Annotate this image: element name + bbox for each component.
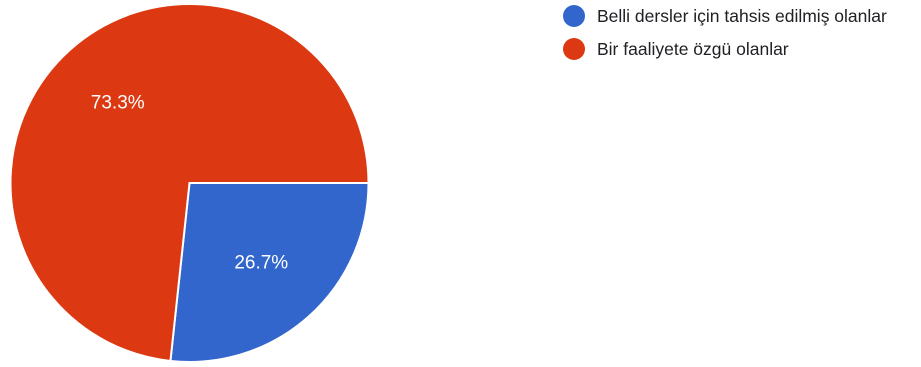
- pie-slice-0[interactable]: [169, 182, 370, 363]
- legend-item-bir-faaliyete[interactable]: Bir faaliyete özgü olanlar: [563, 37, 918, 61]
- legend-swatch-blue: [563, 5, 585, 27]
- pie-slice-labels: 26.7% 73.3%: [91, 93, 289, 274]
- legend: Belli dersler için tahsis edilmiş olanla…: [563, 4, 918, 70]
- pie-slice-1[interactable]: [9, 3, 370, 363]
- legend-label-belli-dersler: Belli dersler için tahsis edilmiş olanla…: [597, 6, 887, 26]
- pie-slice-label-1: 73.3%: [91, 93, 145, 114]
- legend-label-bir-faaliyete: Bir faaliyete özgü olanlar: [597, 39, 789, 59]
- pie-slice-label-0: 26.7%: [234, 252, 288, 273]
- legend-swatch-red: [563, 38, 585, 60]
- legend-item-belli-dersler[interactable]: Belli dersler için tahsis edilmiş olanla…: [563, 4, 918, 28]
- pie-chart: 26.7% 73.3%: [9, 3, 370, 363]
- pie-slices: [9, 3, 370, 363]
